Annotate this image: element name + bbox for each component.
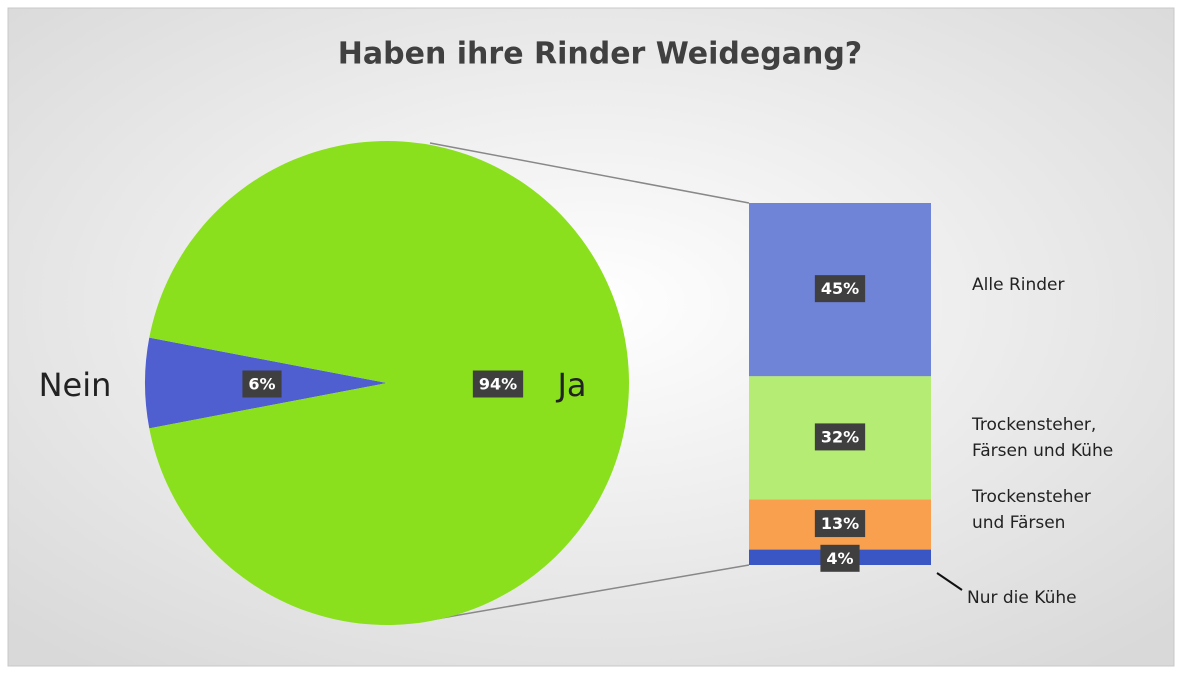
data-label-box <box>820 544 860 572</box>
connector-line <box>429 142 750 204</box>
data-label: 45% <box>821 279 859 298</box>
data-label-box <box>242 370 282 398</box>
category-label: Nein <box>39 366 112 404</box>
bar-category-label: Alle Rinder <box>972 275 1065 295</box>
leader-line <box>936 572 963 591</box>
data-label: 13% <box>821 514 859 533</box>
chart-title: Haben ihre Rinder Weidegang? <box>338 37 862 72</box>
data-label-box <box>814 423 866 451</box>
bar-category-label: Trockensteher, Färsen und Kühe <box>972 415 1114 461</box>
connector-line <box>429 564 750 621</box>
data-label-box <box>814 510 866 538</box>
pie-slice <box>149 140 629 625</box>
data-label: 4% <box>826 549 853 568</box>
data-label: 94% <box>479 375 517 394</box>
data-label: 32% <box>821 427 859 446</box>
category-label: Ja <box>555 366 586 404</box>
bar-category-label: Nur die Kühe <box>967 588 1077 608</box>
bar-category-label: Trockensteher und Färsen <box>972 487 1091 533</box>
data-label-box <box>814 275 866 303</box>
data-label: 6% <box>248 375 275 394</box>
data-label-box <box>472 370 524 398</box>
